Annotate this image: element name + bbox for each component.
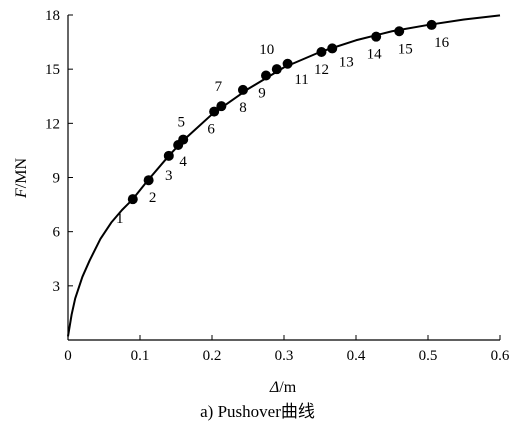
y-tick-label: 6 [53,225,61,241]
data-point-8 [237,84,248,95]
data-point-15 [394,26,405,37]
data-point-11 [282,58,293,69]
point-label-15: 15 [398,41,413,57]
data-point-13 [327,43,338,54]
data-point-1 [127,194,138,205]
data-point-5 [178,134,189,145]
x-tick-label: 0.6 [491,348,510,364]
point-label-8: 8 [239,100,247,116]
x-tick-label: 0.2 [203,348,222,364]
point-label-7: 7 [215,79,223,95]
y-tick-label: 9 [53,171,61,187]
point-label-16: 16 [434,35,450,51]
point-label-14: 14 [367,47,383,63]
data-point-9 [261,70,271,81]
point-label-11: 11 [294,72,308,88]
y-tick-label: 12 [45,116,60,132]
point-label-3: 3 [165,168,173,184]
point-label-12: 12 [314,62,329,78]
y-tick-label: 18 [45,8,60,24]
point-label-1: 1 [116,211,124,227]
y-tick-label: 3 [53,279,61,295]
y-axis-unit: /MN [13,158,30,189]
data-point-7 [216,101,227,112]
y-axis-symbol: F [13,188,30,199]
data-point-3 [163,150,174,161]
point-label-5: 5 [177,115,185,131]
x-axis-symbol: Δ [269,379,279,396]
x-tick-label: 0.1 [131,348,150,364]
data-point-6 [209,106,220,117]
point-label-10: 10 [259,42,274,58]
x-axis-title: Δ/m [269,379,297,396]
point-label-2: 2 [149,190,157,206]
point-label-9: 9 [258,85,266,101]
data-point-2 [143,175,154,186]
x-tick-label: 0.4 [347,348,366,364]
x-tick-label: 0 [64,348,72,364]
point-label-6: 6 [207,122,215,138]
data-point-12 [316,47,327,58]
point-label-13: 13 [339,54,354,70]
figure-caption: a) Pushover曲线 [200,402,315,421]
points-layer [127,19,437,205]
x-tick-label: 0.3 [275,348,294,364]
data-point-10 [271,64,282,75]
x-axis-unit: /m [279,379,296,396]
data-point-14 [371,31,382,42]
data-point-16 [426,19,437,30]
x-tick-label: 0.5 [419,348,438,364]
y-tick-label: 15 [45,62,60,78]
point-label-4: 4 [179,154,187,170]
y-axis-title: F/MN [13,158,30,199]
